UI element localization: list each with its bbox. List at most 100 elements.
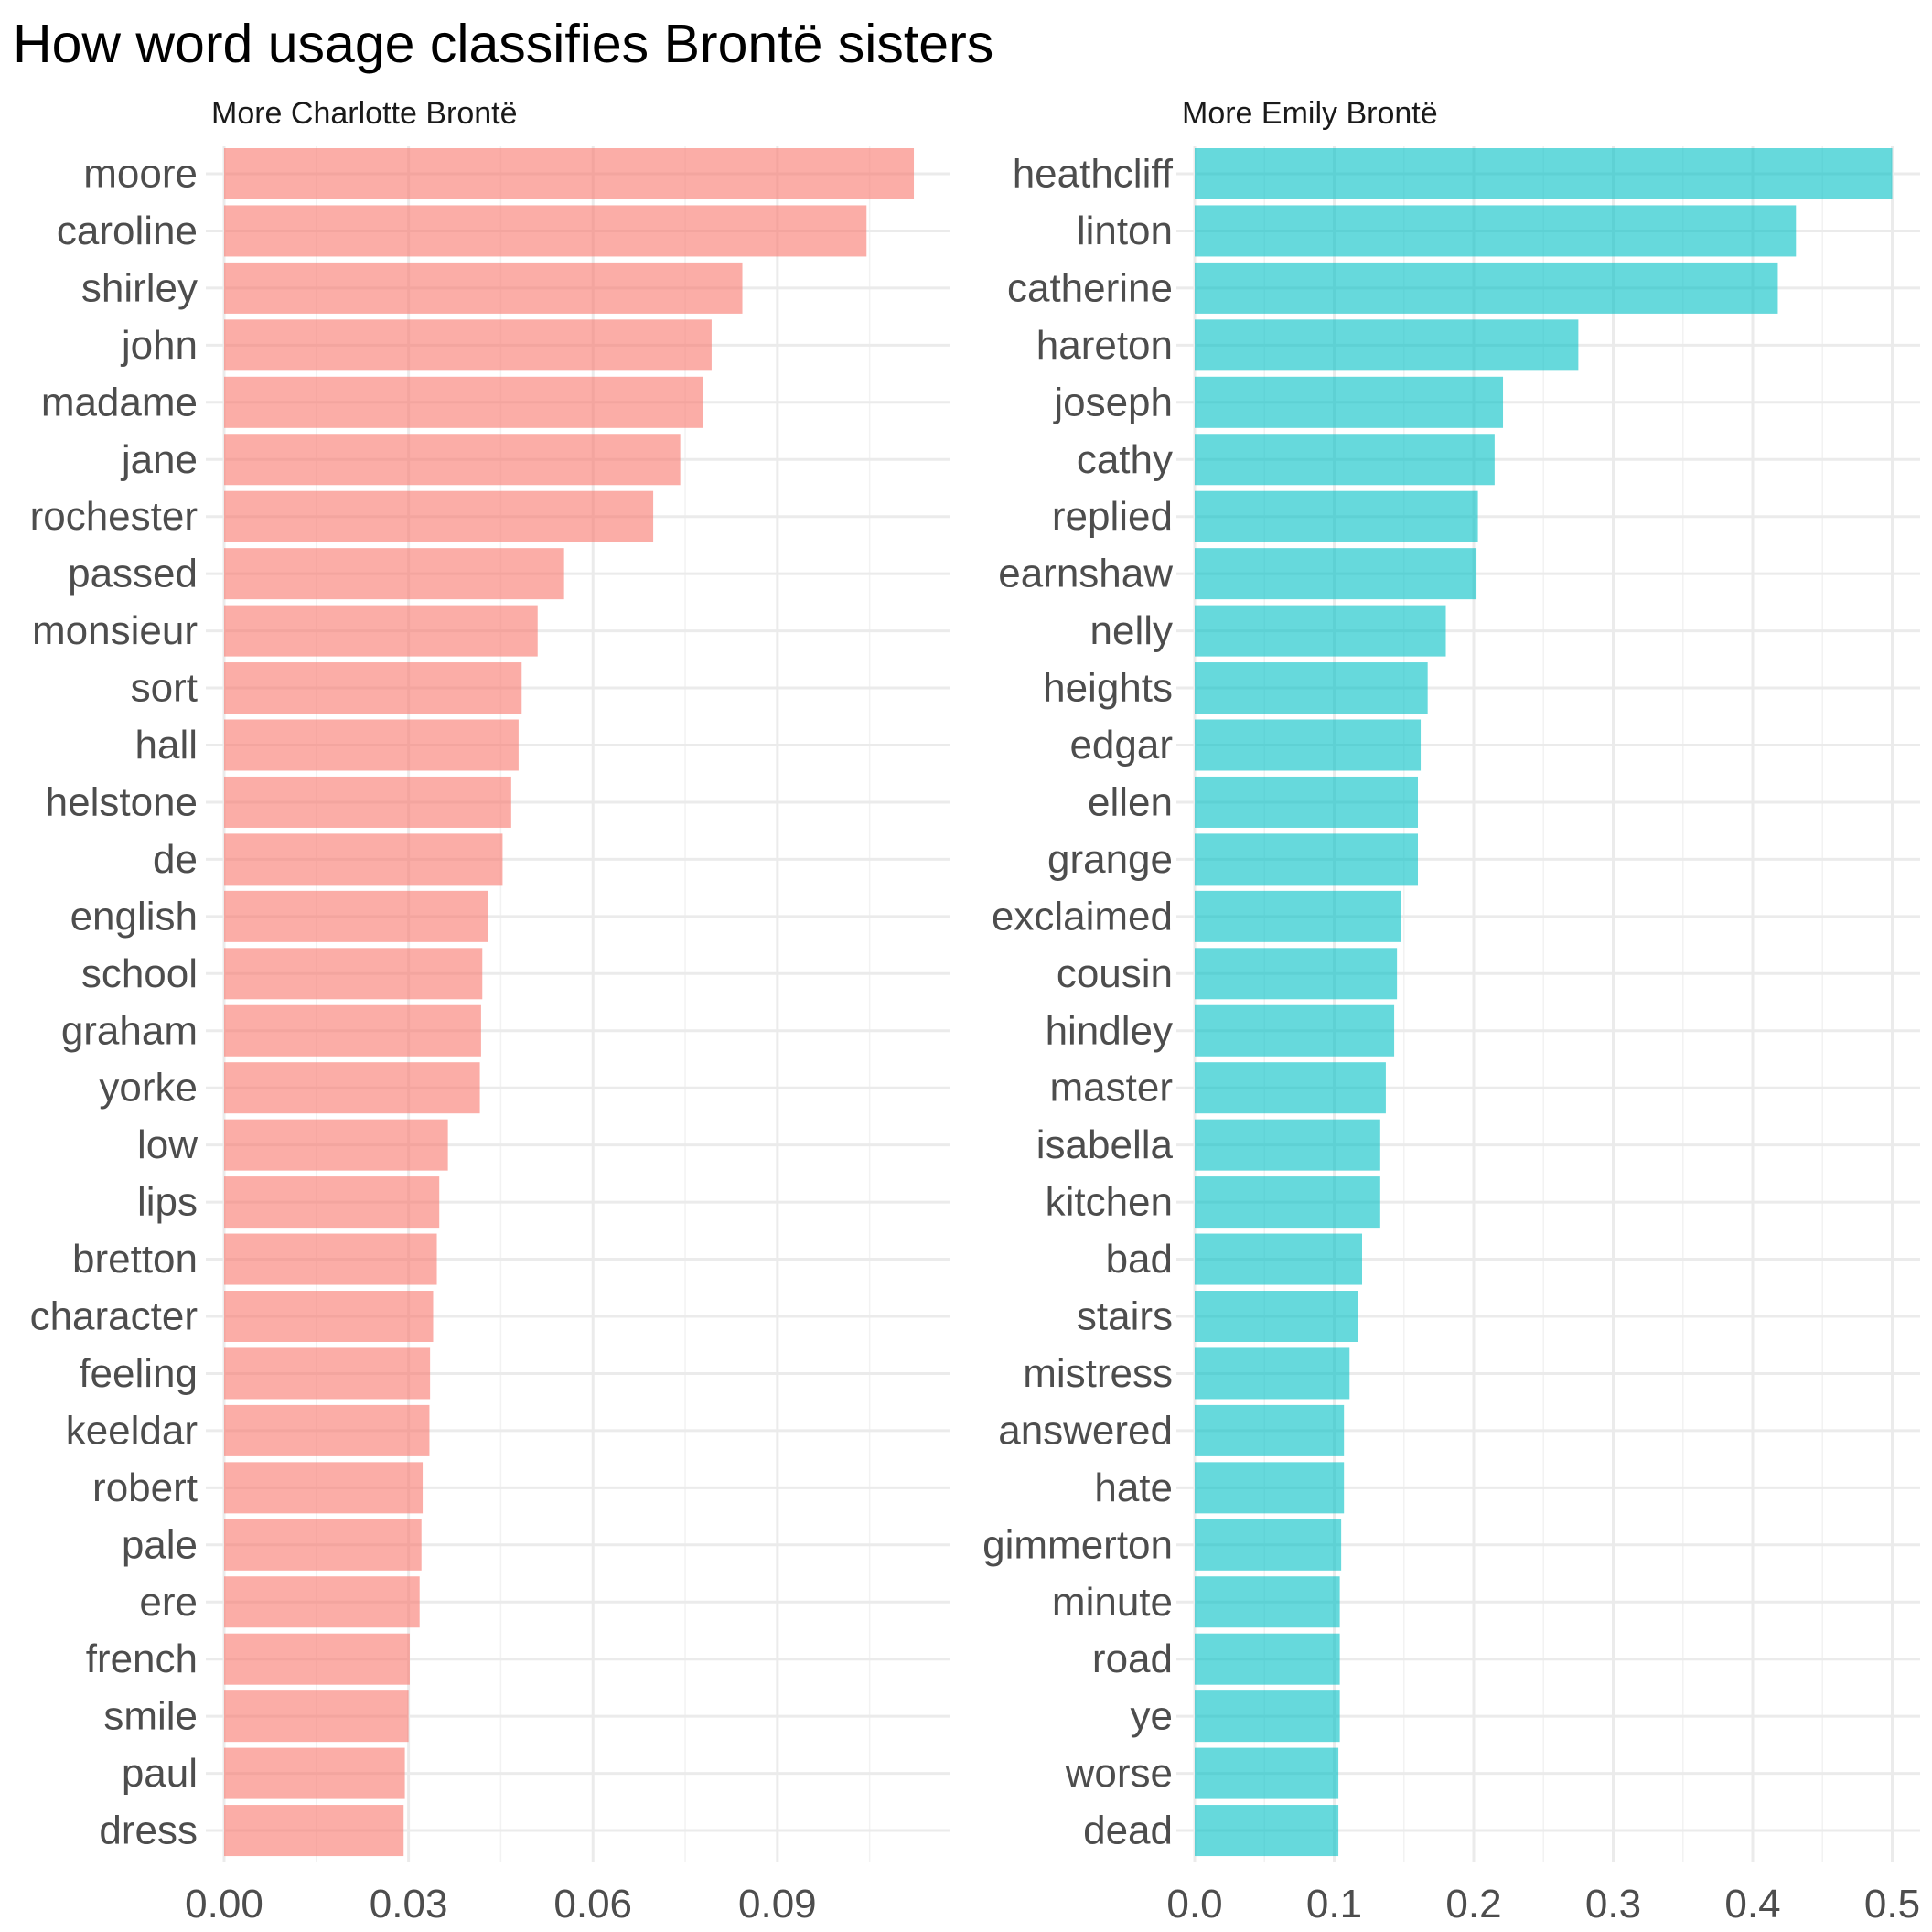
category-label: heights: [1043, 666, 1173, 711]
x-tick-label: 0.06: [553, 1882, 632, 1927]
category-label: road: [1092, 1637, 1173, 1681]
bar-graham: [224, 1004, 481, 1057]
category-label: bad: [1106, 1237, 1173, 1282]
x-tick-label: 0.00: [185, 1882, 263, 1927]
bar-exclaimed: [1195, 890, 1401, 942]
bar-hindley: [1195, 1004, 1395, 1057]
bar-joseph: [1195, 376, 1504, 428]
category-label: helstone: [46, 779, 198, 824]
category-label: pale: [122, 1522, 198, 1567]
bar-caroline: [224, 205, 867, 257]
category-label: rochester: [30, 494, 198, 539]
category-label: kitchen: [1046, 1180, 1173, 1225]
category-label: smile: [103, 1694, 198, 1739]
bar-road: [1195, 1633, 1340, 1685]
category-label: keeldar: [66, 1408, 198, 1453]
category-label: bretton: [72, 1237, 198, 1282]
bar-mistress: [1195, 1347, 1350, 1400]
category-label: edgar: [1069, 723, 1173, 767]
bar-nelly: [1195, 605, 1446, 657]
category-label: replied: [1052, 494, 1173, 539]
bar-pale: [224, 1519, 422, 1571]
bar-sort: [224, 662, 522, 714]
bar-smile: [224, 1690, 409, 1743]
category-label: lips: [137, 1180, 198, 1225]
bar-heights: [1195, 662, 1428, 714]
category-label: robert: [92, 1465, 198, 1510]
category-label: hate: [1094, 1465, 1173, 1510]
bar-french: [224, 1633, 410, 1685]
bar-english: [224, 890, 488, 942]
bar-ere: [224, 1576, 420, 1628]
facet-label: More Charlotte Brontë: [211, 96, 518, 131]
bar-bretton: [224, 1233, 437, 1285]
category-label: english: [70, 894, 198, 939]
category-label: sort: [131, 666, 198, 711]
category-label: passed: [68, 552, 198, 596]
category-label: john: [120, 323, 198, 368]
category-label: isabella: [1036, 1122, 1174, 1167]
bar-hareton: [1195, 319, 1579, 371]
category-label: worse: [1065, 1751, 1173, 1796]
category-label: ellen: [1088, 779, 1173, 824]
category-label: heathcliff: [1013, 152, 1174, 197]
category-label: graham: [61, 1008, 198, 1053]
bar-gimmerton: [1195, 1519, 1342, 1571]
bar-catherine: [1195, 262, 1778, 314]
x-tick-label: 0.09: [738, 1882, 817, 1927]
category-label: caroline: [57, 209, 198, 253]
bar-paul: [224, 1747, 405, 1799]
category-label: shirley: [81, 265, 198, 310]
category-label: cathy: [1077, 437, 1173, 482]
x-tick-label: 0.0: [1166, 1882, 1222, 1927]
bar-yorke: [224, 1062, 480, 1114]
category-label: answered: [998, 1408, 1173, 1453]
x-tick-label: 0.4: [1724, 1882, 1780, 1927]
bar-rochester: [224, 490, 654, 542]
category-label: ere: [139, 1580, 198, 1625]
bar-jane: [224, 434, 681, 486]
category-label: jane: [120, 437, 198, 482]
x-tick-label: 0.2: [1445, 1882, 1501, 1927]
bar-minute: [1195, 1576, 1340, 1628]
bar-low: [224, 1119, 448, 1171]
bar-hate: [1195, 1462, 1345, 1514]
bar-school: [224, 948, 483, 1000]
category-label: dead: [1083, 1809, 1173, 1853]
bar-stairs: [1195, 1291, 1358, 1342]
facet-label: More Emily Brontë: [1182, 96, 1438, 131]
bar-lips: [224, 1176, 440, 1229]
bar-keeldar: [224, 1404, 430, 1456]
category-label: character: [30, 1294, 198, 1339]
bar-grange: [1195, 833, 1418, 886]
bar-replied: [1195, 490, 1478, 542]
category-label: grange: [1047, 837, 1173, 882]
category-label: french: [86, 1637, 198, 1681]
category-label: catherine: [1007, 265, 1173, 310]
chart-title: How word usage classifies Brontë sisters: [13, 14, 993, 74]
category-label: hall: [135, 723, 199, 767]
category-label: hindley: [1046, 1008, 1173, 1053]
category-label: earnshaw: [998, 552, 1173, 596]
category-label: joseph: [1052, 380, 1173, 424]
bar-moore: [224, 148, 915, 199]
category-label: moore: [83, 152, 198, 197]
category-label: hareton: [1036, 323, 1173, 368]
bar-character: [224, 1291, 434, 1342]
category-label: de: [153, 837, 198, 882]
bar-robert: [224, 1462, 424, 1514]
bar-isabella: [1195, 1119, 1380, 1171]
x-tick-label: 0.03: [370, 1882, 448, 1927]
bar-cathy: [1195, 434, 1495, 486]
category-label: master: [1050, 1066, 1173, 1111]
bar-dead: [1195, 1805, 1339, 1857]
bar-dress: [224, 1805, 404, 1857]
bar-heathcliff: [1195, 148, 1893, 199]
category-label: paul: [122, 1751, 198, 1796]
x-tick-label: 0.3: [1585, 1882, 1641, 1927]
bar-edgar: [1195, 719, 1422, 771]
category-label: nelly: [1090, 608, 1174, 653]
panel-charlotte: More Charlotte Brontë moore caroline shirle…: [30, 96, 950, 1927]
